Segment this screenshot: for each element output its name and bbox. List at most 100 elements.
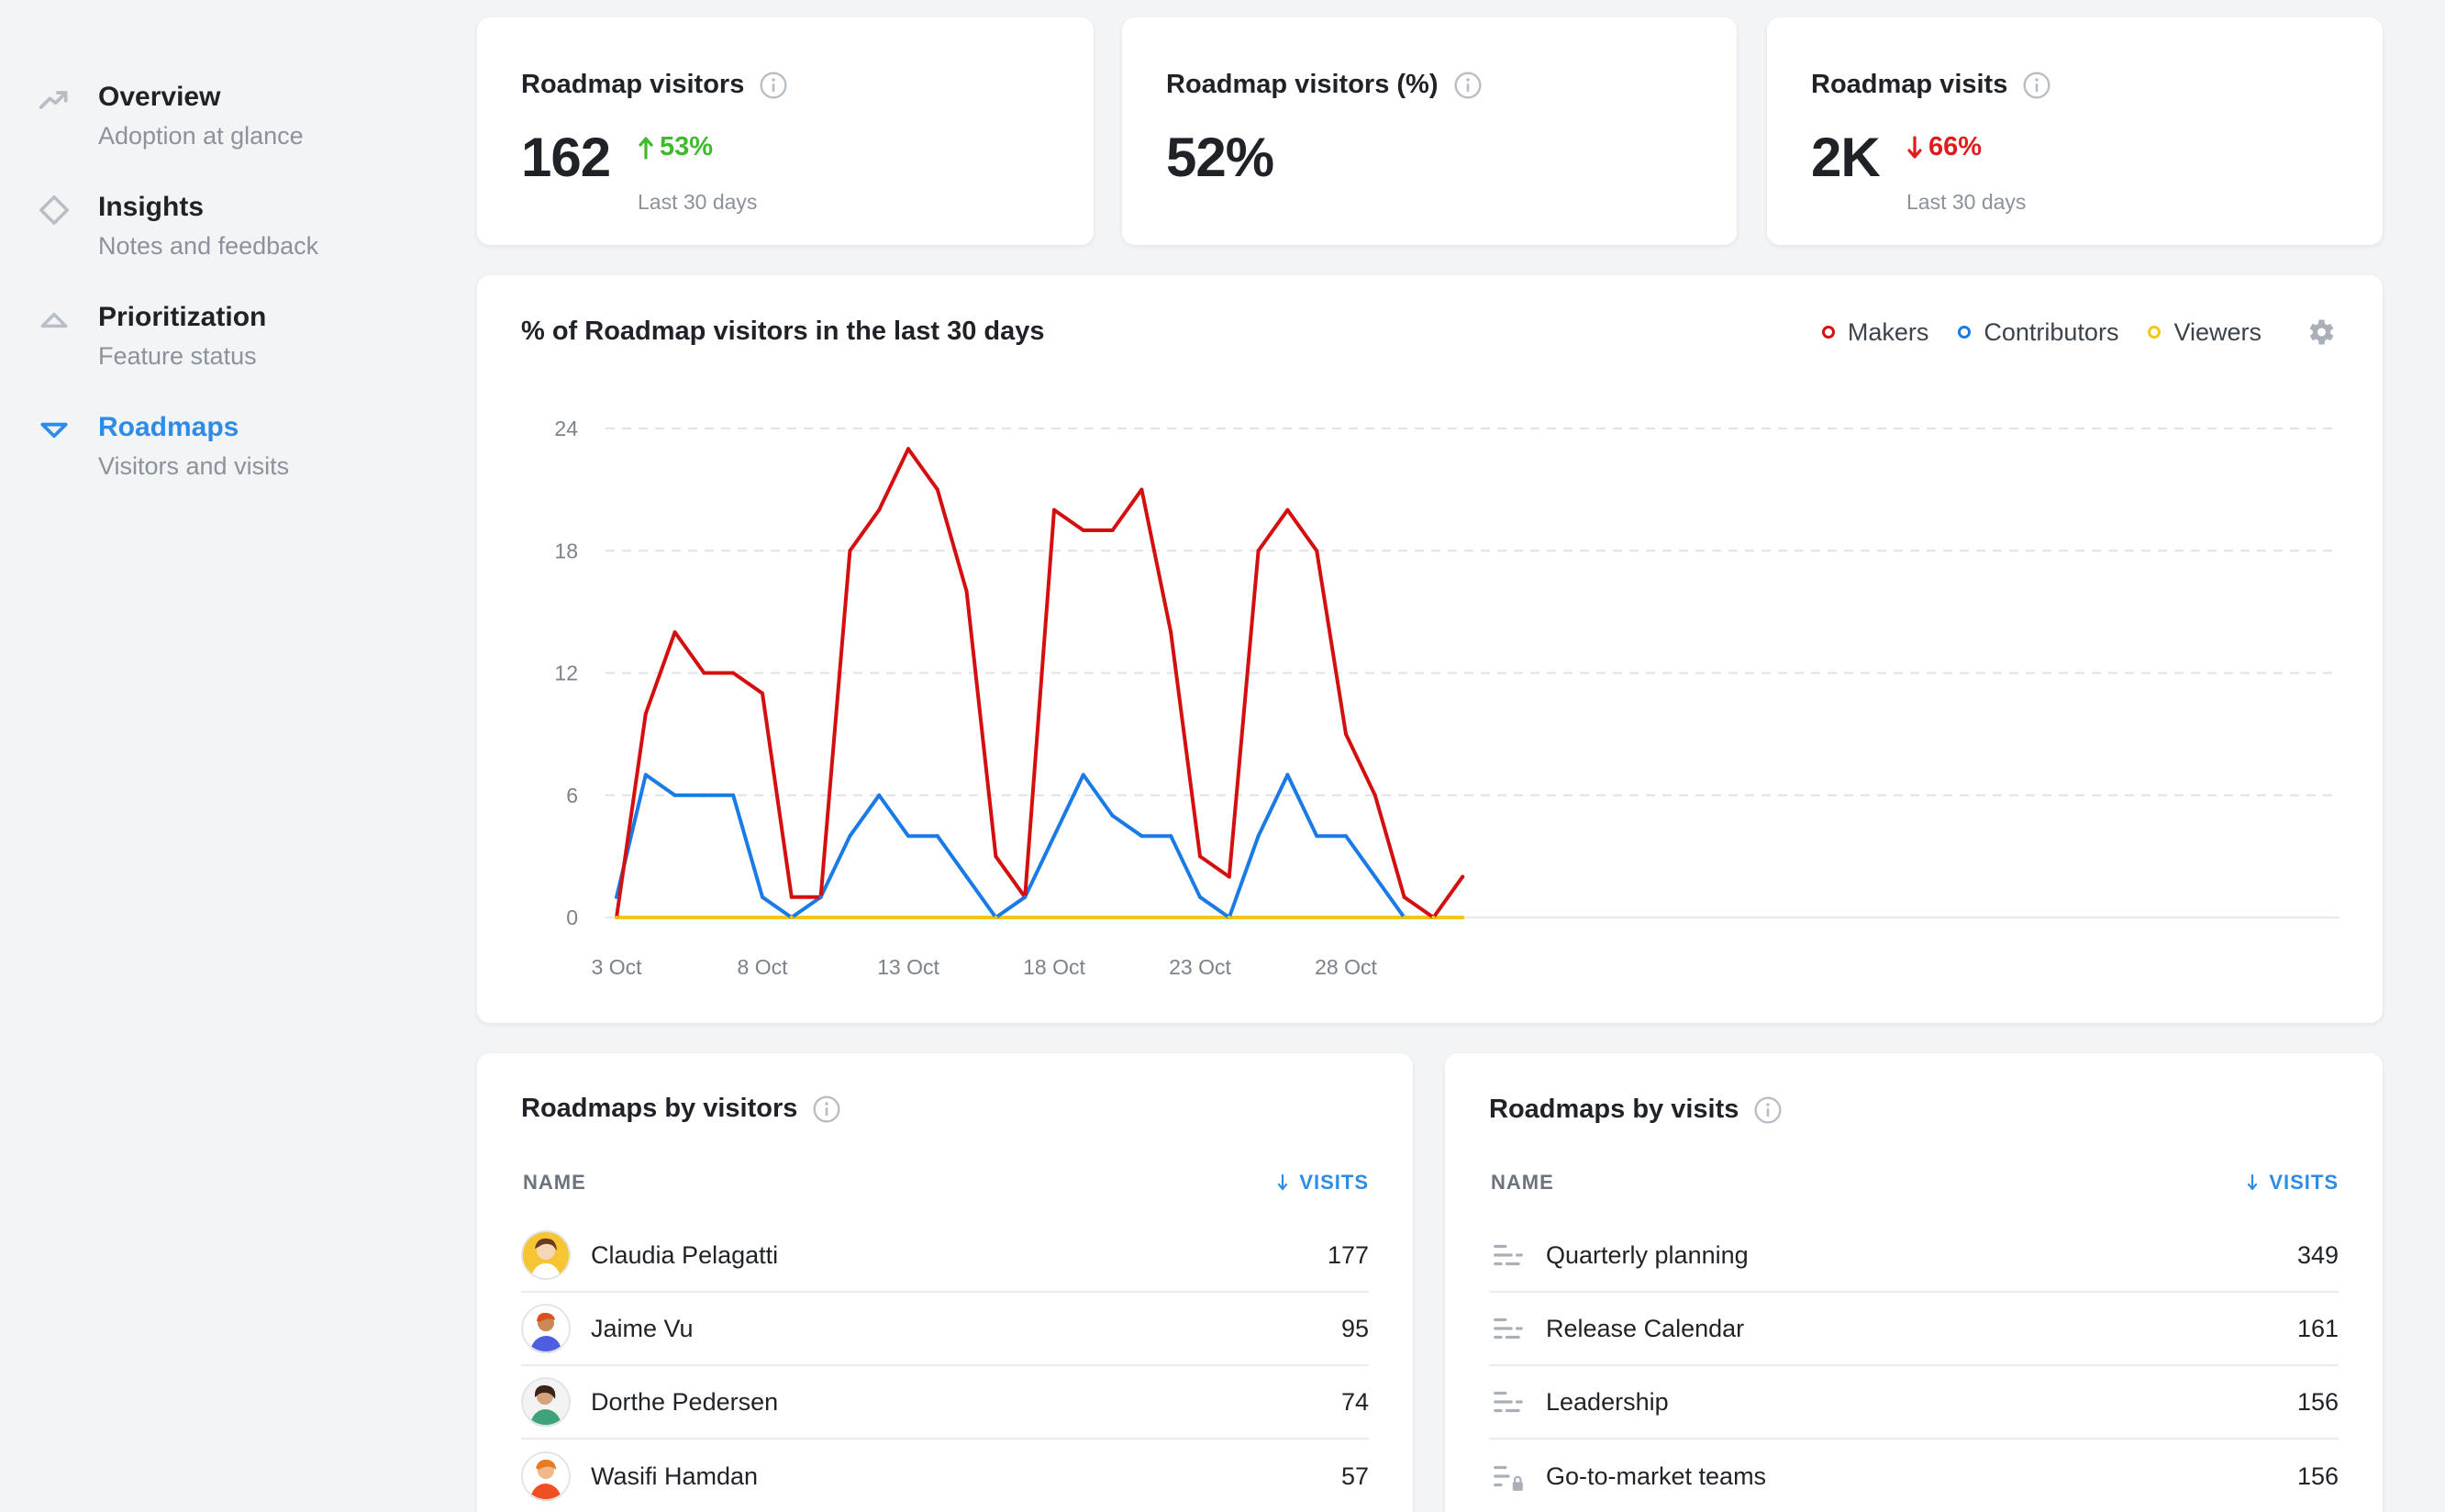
sidebar-item-subtitle: Visitors and visits [98, 452, 290, 480]
column-header-visits[interactable]: VISITS [1277, 1171, 1369, 1195]
data-point-viewers [818, 916, 823, 919]
card-title: Roadmaps by visits [1489, 1095, 1739, 1124]
legend-item-viewers[interactable]: Viewers [2148, 318, 2262, 347]
x-tick-label: 28 Oct [1315, 955, 1377, 979]
legend-item-contributors[interactable]: Contributors [1958, 318, 2118, 347]
x-tick-label: 8 Oct [738, 955, 789, 979]
info-icon[interactable] [1753, 1095, 1783, 1125]
table-row[interactable]: Dorthe Pedersen 74 [521, 1366, 1369, 1440]
data-point-viewers [848, 916, 852, 919]
sidebar-item-subtitle: Feature status [98, 342, 257, 370]
column-header-visits[interactable]: VISITS [2247, 1171, 2339, 1195]
data-point-contributors [643, 773, 648, 777]
info-icon[interactable] [812, 1095, 841, 1124]
data-point-viewers [672, 916, 677, 919]
row-visits: 156 [2296, 1462, 2339, 1490]
y-tick-label: 6 [566, 784, 578, 807]
avatar [521, 1304, 571, 1353]
data-point-makers [1110, 528, 1115, 533]
roadmap-list-icon [1494, 1391, 1523, 1413]
stat-change: 53% [638, 132, 713, 162]
row-visits: 57 [1340, 1462, 1369, 1490]
data-point-makers [1169, 630, 1173, 635]
series-line-makers [615, 447, 1465, 919]
data-point-viewers [1285, 916, 1290, 919]
x-tick-label: 13 Oct [877, 955, 939, 979]
row-visits: 95 [1340, 1314, 1369, 1342]
data-point-viewers [1461, 916, 1465, 919]
data-point-contributors [877, 793, 882, 797]
table-row[interactable]: Jaime Vu 95 [521, 1293, 1369, 1366]
data-point-contributors [906, 834, 910, 839]
table-row[interactable]: Claudia Pelagatti 177 [521, 1219, 1369, 1293]
data-point-makers [789, 895, 794, 899]
stat-card-roadmap-visitors: Roadmap visitors 162 53% Last 30 days [477, 17, 1094, 245]
column-header-name[interactable]: NAME [1491, 1171, 1554, 1194]
table-row[interactable]: Quarterly planning 349 [1489, 1219, 2339, 1293]
data-point-contributors [1315, 834, 1319, 839]
legend-item-makers[interactable]: Makers [1821, 317, 1929, 347]
sidebar-item-overview[interactable]: Overview Adoption at glance [37, 77, 440, 169]
data-point-makers [1373, 793, 1377, 797]
avatar [521, 1377, 571, 1427]
row-name: Jaime Vu [591, 1314, 694, 1342]
line-chart: 0 6 12 18 24 3 Oct 8 Oct 13 Oct 18 Oct 23 Oct 28 O… [554, 417, 2339, 979]
data-point-viewers [615, 916, 618, 919]
sidebar-item-prioritization[interactable]: Prioritization Feature status [37, 297, 440, 389]
y-tick-label: 24 [554, 417, 578, 440]
data-point-viewers [935, 916, 939, 919]
roadmap-list-locked-icon [1494, 1465, 1523, 1491]
card-title: Roadmap visitors [521, 70, 745, 99]
legend-label: Contributors [1984, 317, 2119, 346]
column-header-name[interactable]: NAME [523, 1171, 586, 1194]
table-row[interactable]: Go-to-market teams 156 [1489, 1440, 2339, 1512]
stat-change-value: 66% [1928, 132, 1983, 161]
data-point-contributors [1344, 834, 1348, 839]
data-point-makers [643, 711, 648, 716]
data-point-makers [1227, 874, 1231, 879]
data-point-makers [1285, 507, 1290, 512]
data-point-contributors [672, 793, 677, 797]
sidebar-item-subtitle: Adoption at glance [98, 122, 304, 150]
column-header-label: VISITS [1299, 1171, 1369, 1194]
legend-marker [2148, 326, 2162, 339]
data-point-makers [848, 549, 852, 553]
sort-desc-icon [1278, 1174, 1288, 1191]
sidebar-item-roadmaps[interactable]: Roadmaps Visitors and visits [37, 407, 440, 499]
row-visits: 156 [2296, 1387, 2339, 1416]
row-name: Wasifi Hamdan [591, 1462, 759, 1490]
legend-label: Makers [1847, 317, 1929, 346]
card-header: Roadmap visitors [521, 70, 788, 100]
data-point-contributors [615, 895, 618, 899]
data-point-viewers [1169, 916, 1173, 919]
table-row[interactable]: Wasifi Hamdan 57 [521, 1440, 1369, 1512]
row-name: Quarterly planning [1546, 1240, 1749, 1269]
data-point-makers [1402, 895, 1406, 899]
sidebar-item-insights[interactable]: Insights Notes and feedback [37, 187, 440, 279]
arrow-down-icon [1907, 135, 1922, 159]
table-row[interactable]: Release Calendar 161 [1489, 1293, 2339, 1366]
data-point-viewers [1431, 916, 1436, 919]
stat-value: 2K [1811, 127, 1881, 188]
table-row[interactable]: Leadership 156 [1489, 1366, 2339, 1440]
x-tick-label: 3 Oct [592, 955, 643, 979]
data-point-viewers [877, 916, 882, 919]
data-point-viewers [1315, 916, 1319, 919]
data-point-contributors [702, 793, 706, 797]
data-point-viewers [906, 916, 910, 919]
data-point-viewers [1402, 916, 1406, 919]
data-point-makers [935, 487, 939, 492]
info-icon[interactable] [1453, 71, 1483, 100]
data-point-viewers [1023, 916, 1028, 919]
info-icon[interactable] [2022, 71, 2051, 100]
data-point-viewers [1373, 916, 1377, 919]
trend-up-icon [39, 91, 68, 109]
column-header-label: VISITS [2269, 1171, 2339, 1194]
info-icon[interactable] [759, 71, 788, 100]
gear-icon[interactable] [2304, 316, 2337, 349]
sidebar-item-title: Prioritization [98, 302, 267, 332]
data-point-makers [672, 630, 677, 635]
roadmap-list-icon [1494, 1244, 1523, 1266]
card-title: Roadmap visits [1811, 70, 2008, 99]
row-name: Dorthe Pedersen [591, 1387, 779, 1416]
